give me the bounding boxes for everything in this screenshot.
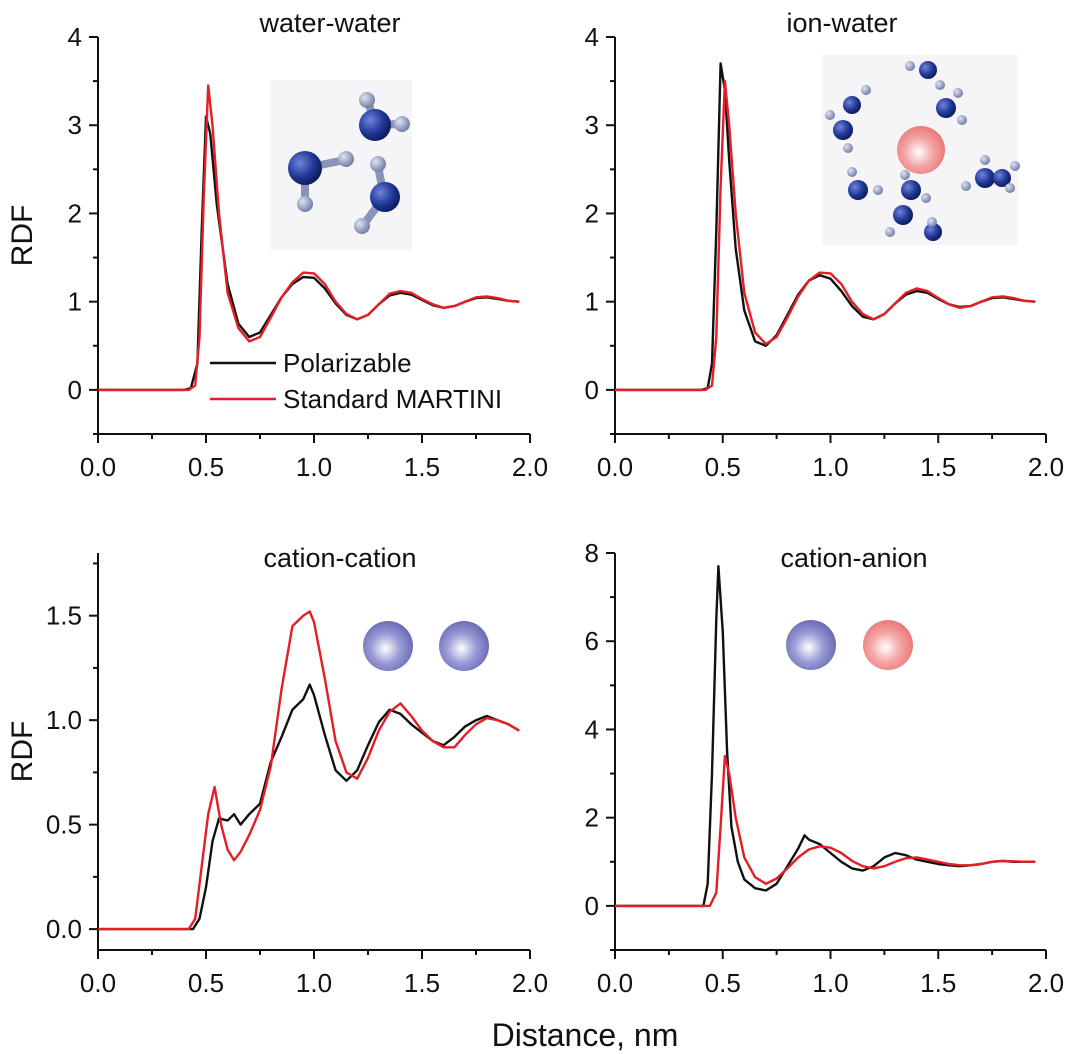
y-tick-label: 0 <box>585 891 599 921</box>
legend: Polarizable Standard MARTINI <box>210 348 502 414</box>
x-tick-label: 1.0 <box>296 452 332 482</box>
y-tick-label: 8 <box>585 538 599 568</box>
legend-label-standard: Standard MARTINI <box>283 384 502 414</box>
y-tick-label: 4 <box>68 22 82 52</box>
y-tick-label: 1 <box>68 287 82 317</box>
series-line-standard-martini <box>98 84 520 392</box>
x-tick-label: 1.0 <box>812 452 848 482</box>
panel-cation-anion: 0.0 0.5 1.0 1.5 2.0 0 2 4 6 8 cation-anion <box>585 538 1065 998</box>
y-tick-label: 2 <box>585 803 599 833</box>
panel-title: cation-anion <box>780 543 927 573</box>
x-axis-label: Distance, nm <box>492 1017 679 1053</box>
series-line-polarizable <box>98 683 520 931</box>
x-tick-label: 2.0 <box>512 452 548 482</box>
x-tick-label: 0.5 <box>188 968 224 998</box>
panel-cation-cation: 0.0 0.5 1.0 1.5 2.0 0.0 0.5 1.0 1.5 cation-cation… <box>6 543 548 998</box>
x-tick-label: 0.5 <box>705 968 741 998</box>
y-tick-label: 1 <box>585 287 599 317</box>
cation-sphere <box>363 621 413 671</box>
water-molecule <box>359 92 410 141</box>
y-tick-label: 3 <box>68 110 82 140</box>
cation-sphere <box>786 620 836 670</box>
x-tick-label: 1.0 <box>812 968 848 998</box>
x-tick-label: 2.0 <box>1028 452 1064 482</box>
y-tick-label: 6 <box>585 626 599 656</box>
ion-sphere <box>897 126 945 174</box>
y-tick-label: 1.0 <box>46 705 82 735</box>
x-tick-label: 0.0 <box>597 968 633 998</box>
x-tick-label: 1.5 <box>404 968 440 998</box>
legend-label-polarizable: Polarizable <box>283 348 412 378</box>
x-tick-label: 1.5 <box>404 452 440 482</box>
series-line-standard-martini <box>98 610 520 931</box>
ion-hydration-shell-icon <box>822 55 1020 245</box>
y-axis-label: RDF <box>6 205 39 267</box>
two-cations-icon <box>363 621 489 671</box>
x-tick-label: 2.0 <box>512 968 548 998</box>
x-tick-label: 0.5 <box>705 452 741 482</box>
y-tick-label: 4 <box>585 714 599 744</box>
panel-ion-water: 0.0 0.5 1.0 1.5 2.0 0 1 2 3 4 ion-water <box>585 8 1065 482</box>
panel-title: water-water <box>258 8 400 38</box>
y-tick-label: 4 <box>585 22 599 52</box>
series-line-standard-martini <box>615 754 1036 908</box>
x-tick-label: 1.0 <box>296 968 332 998</box>
x-tick-label: 1.5 <box>920 968 956 998</box>
y-tick-label: 2 <box>585 198 599 228</box>
three-water-molecules-icon <box>270 80 412 250</box>
series-line-standard-martini <box>615 79 1036 392</box>
y-tick-label: 0 <box>585 375 599 405</box>
panel-title: ion-water <box>786 8 897 38</box>
water-molecule <box>288 151 354 212</box>
water-molecule <box>354 156 400 234</box>
x-tick-label: 1.5 <box>920 452 956 482</box>
panel-water-water: 0.0 0.5 1.0 1.5 2.0 0 1 2 3 4 water-water RDF <box>6 8 548 482</box>
x-tick-label: 0.0 <box>80 452 116 482</box>
x-tick-label: 0.0 <box>80 968 116 998</box>
y-tick-label: 0 <box>68 375 82 405</box>
y-tick-label: 2 <box>68 198 82 228</box>
panel-title: cation-cation <box>263 543 416 573</box>
anion-sphere <box>863 620 913 670</box>
y-tick-label: 3 <box>585 110 599 140</box>
y-tick-label: 1.5 <box>46 601 82 631</box>
x-tick-label: 2.0 <box>1028 968 1064 998</box>
cation-anion-pair-icon <box>786 620 913 670</box>
y-axis-label: RDF <box>6 721 39 783</box>
x-tick-label: 0.5 <box>188 452 224 482</box>
y-tick-label: 0.0 <box>46 914 82 944</box>
cation-sphere <box>439 621 489 671</box>
y-tick-label: 0.5 <box>46 810 82 840</box>
series-line-polarizable <box>615 565 1036 908</box>
x-tick-label: 0.0 <box>597 452 633 482</box>
